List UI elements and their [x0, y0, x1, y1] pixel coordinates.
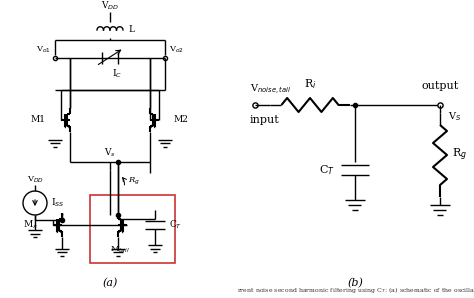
Text: R$_g$: R$_g$ — [452, 147, 467, 163]
Text: V$_s$: V$_s$ — [104, 146, 116, 159]
Text: M2: M2 — [174, 116, 189, 125]
Bar — [90, 195, 175, 263]
Text: M1: M1 — [31, 116, 46, 125]
Text: R$_i$: R$_i$ — [304, 77, 316, 91]
Text: V$_{o1}$: V$_{o1}$ — [36, 44, 51, 55]
Text: L: L — [128, 26, 134, 35]
Text: rrent noise second harmonic filtering using C$_T$: (a) schematic of the oscillat: rrent noise second harmonic filtering us… — [237, 285, 474, 295]
Text: V$_{DD}$: V$_{DD}$ — [101, 0, 119, 12]
Text: M$_x$: M$_x$ — [23, 219, 38, 231]
Text: R$_g$: R$_g$ — [128, 176, 140, 187]
Text: V$_{DD}$: V$_{DD}$ — [27, 175, 44, 185]
Text: V$_S$: V$_S$ — [448, 110, 461, 123]
Text: M$_{tail}$: M$_{tail}$ — [110, 244, 130, 255]
Text: I$_{SS}$: I$_{SS}$ — [51, 197, 64, 209]
Text: V$_{o2}$: V$_{o2}$ — [169, 44, 184, 55]
Text: V$_{noise,tail}$: V$_{noise,tail}$ — [250, 83, 292, 97]
Text: input: input — [250, 115, 280, 125]
Text: (a): (a) — [102, 278, 118, 288]
Text: C$_T$: C$_T$ — [169, 219, 182, 231]
Text: I$_C$: I$_C$ — [112, 68, 122, 80]
Text: output: output — [421, 81, 459, 91]
Text: C$_T$: C$_T$ — [319, 163, 335, 177]
Text: (b): (b) — [347, 278, 363, 288]
